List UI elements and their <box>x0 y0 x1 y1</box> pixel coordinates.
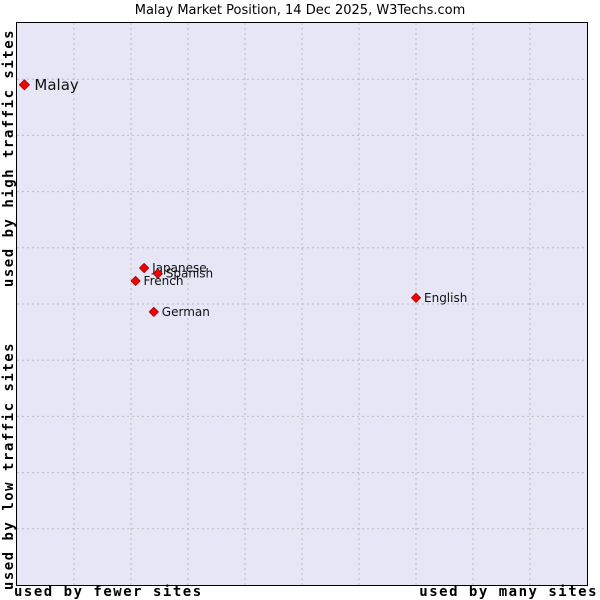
x-axis-label-fewer-sites: used by fewer sites <box>14 584 203 600</box>
data-point-label-spanish: Spanish <box>166 267 213 281</box>
data-point-label-german: German <box>162 305 210 319</box>
y-axis-label-low-traffic: used by low traffic sites <box>1 341 17 591</box>
chart-title: Malay Market Position, 14 Dec 2025, W3Te… <box>134 3 466 18</box>
diamond-marker-icon <box>130 275 141 286</box>
data-point-label-french: French <box>144 274 184 288</box>
data-point-english: English <box>411 291 467 305</box>
diamond-marker-icon <box>18 79 30 91</box>
data-point-french: French <box>130 274 184 288</box>
data-point-label-english: English <box>424 291 467 305</box>
diamond-marker-icon <box>411 292 421 303</box>
data-point-german: German <box>148 305 210 319</box>
diamond-marker-icon <box>148 306 159 317</box>
data-point-malay: Malay <box>18 76 79 94</box>
y-axis-label-high-traffic: used by high traffic sites <box>1 28 17 288</box>
data-point-japanese: Japanese <box>139 261 207 275</box>
data-point-label-malay: Malay <box>34 76 78 94</box>
diamond-marker-icon <box>152 268 163 279</box>
data-point-label-japanese: Japanese <box>151 261 207 275</box>
plot-area: Malay Japanese Spanish French German English <box>16 22 588 586</box>
x-axis-label-many-sites: used by many sites <box>419 584 598 600</box>
diamond-marker-icon <box>139 263 150 274</box>
data-point-spanish: Spanish <box>152 267 213 281</box>
